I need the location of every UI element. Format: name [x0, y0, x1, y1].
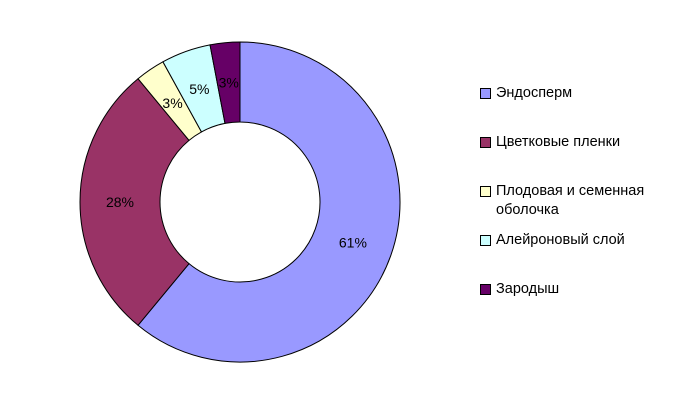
legend-label-flower-films: Цветковые пленки	[496, 134, 621, 150]
legend-item-endosperm: Эндосперм	[480, 84, 572, 103]
legend-item-fruit-seed-coat: Плодовая и семенная оболочка	[480, 182, 685, 220]
slice-endosperm	[137, 41, 401, 363]
legend-swatch-flower-films	[480, 137, 491, 148]
data-label-germ: 3%	[219, 75, 239, 91]
legend-label-aleurone-layer: Алейроновый слой	[496, 232, 625, 248]
donut-chart: 61% 28% 3% 5% 3%	[79, 41, 401, 363]
data-label-aleurone-layer: 5%	[189, 81, 209, 97]
data-labels: 61% 28% 3% 5% 3%	[106, 75, 367, 251]
data-label-flower-films: 28%	[106, 194, 134, 210]
legend-item-germ: Зародыш	[480, 280, 559, 299]
slice-germ	[209, 41, 241, 125]
legend-label-endosperm: Эндосперм	[496, 85, 573, 101]
data-label-endosperm: 61%	[339, 235, 367, 251]
legend-swatch-endosperm	[480, 88, 491, 99]
legend-item-aleurone-layer: Алейроновый слой	[480, 231, 625, 250]
data-label-fruit-seed-coat: 3%	[162, 95, 182, 111]
slice-flower-films	[79, 78, 190, 326]
slices	[79, 41, 401, 363]
legend-item-flower-films: Цветковые пленки	[480, 133, 620, 152]
legend-swatch-fruit-seed-coat	[480, 186, 491, 197]
legend-swatch-aleurone-layer	[480, 235, 491, 246]
legend-swatch-germ	[480, 284, 491, 295]
legend-label-germ: Зародыш	[496, 281, 560, 297]
legend-label-fruit-seed-coat: Плодовая и семенная оболочка	[496, 183, 645, 218]
